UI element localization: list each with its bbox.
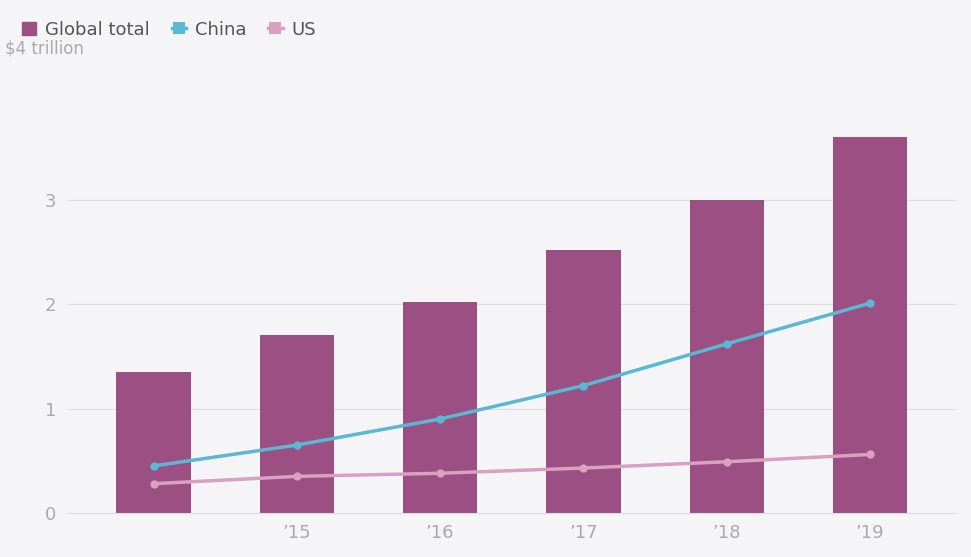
Legend: Global total, China, US: Global total, China, US xyxy=(15,13,323,46)
Bar xyxy=(547,250,620,513)
Bar xyxy=(259,335,334,513)
Bar xyxy=(833,137,907,513)
Text: $4 trillion: $4 trillion xyxy=(6,39,84,57)
Bar xyxy=(689,200,764,513)
Bar xyxy=(403,302,478,513)
Bar xyxy=(117,372,191,513)
